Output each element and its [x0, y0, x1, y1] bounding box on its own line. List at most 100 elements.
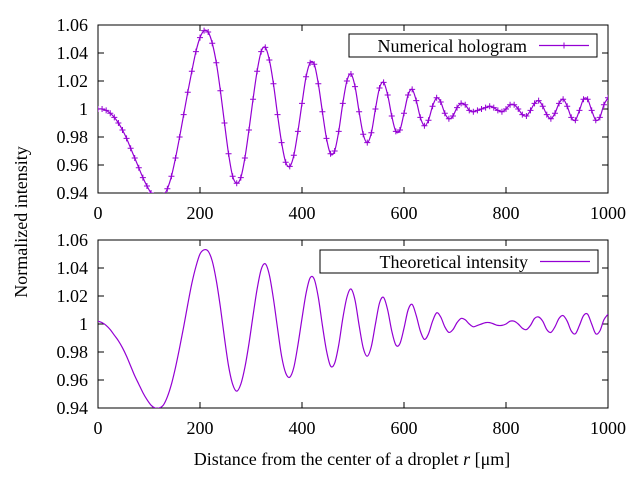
data-point-marker — [135, 164, 142, 171]
data-point-marker — [560, 96, 567, 103]
data-point-marker — [417, 114, 424, 121]
data-point-marker — [498, 108, 505, 115]
legend-swatch-marker — [561, 42, 567, 49]
data-point-marker — [551, 110, 558, 117]
data-point-marker — [152, 194, 158, 200]
y-tick-label: 1.04 — [57, 43, 89, 63]
data-point-marker — [123, 135, 130, 142]
data-point-marker — [454, 104, 461, 111]
data-point-marker — [392, 128, 399, 135]
data-point-marker — [584, 96, 591, 103]
y-tick-label: 0.94 — [57, 183, 89, 203]
data-point-marker — [213, 59, 220, 66]
data-point-marker — [401, 110, 407, 117]
data-point-marker — [576, 107, 583, 114]
y-tick-label: 0.96 — [57, 155, 89, 175]
data-point-marker — [176, 134, 183, 140]
data-point-marker — [605, 94, 608, 101]
x-tick-label: 600 — [391, 418, 418, 438]
x-tick-label: 200 — [187, 203, 214, 223]
data-point-marker — [339, 100, 346, 107]
x-tick-label: 600 — [391, 203, 418, 223]
data-point-marker — [352, 83, 359, 90]
data-point-marker — [539, 103, 546, 110]
data-point-marker — [503, 106, 509, 112]
data-point-marker — [547, 115, 554, 122]
legend-label: Numerical hologram — [378, 36, 527, 56]
data-point-marker — [466, 107, 473, 114]
data-point-marker — [449, 113, 456, 119]
data-point-marker — [294, 128, 301, 135]
data-point-marker — [282, 159, 289, 166]
data-point-marker — [192, 48, 199, 55]
data-point-marker — [347, 71, 354, 77]
data-point-marker — [162, 192, 164, 193]
legend-box — [348, 33, 598, 58]
data-point-marker — [405, 92, 412, 98]
legend-label: Theoretical intensity — [380, 252, 528, 272]
x-tick-label: 1000 — [590, 418, 626, 438]
data-point-marker — [360, 131, 367, 138]
y-tick-label: 0.96 — [57, 370, 89, 390]
data-point-marker — [527, 107, 534, 114]
bottom-panel-theoretical-intensity: 0.94 0.96 0.98 1 1.02 1.04 1.06 0 200 400 600 800 10… — [57, 230, 627, 438]
data-point-marker — [197, 34, 203, 41]
data-point-marker — [568, 114, 575, 121]
data-point-marker — [164, 185, 171, 192]
data-point-marker — [237, 174, 244, 181]
y-tick-label: 1 — [79, 314, 88, 334]
data-point-marker — [535, 97, 542, 104]
data-point-marker — [343, 78, 350, 84]
data-point-marker — [482, 104, 489, 111]
data-point-marker — [388, 113, 395, 119]
data-point-marker — [107, 110, 114, 117]
data-point-marker — [143, 183, 150, 189]
data-point-marker — [531, 100, 538, 107]
data-point-marker — [250, 96, 257, 103]
data-point-marker — [600, 101, 607, 108]
x-tick-label: 400 — [289, 418, 316, 438]
data-point-marker — [409, 86, 416, 93]
y-tick-label: 1.02 — [57, 286, 89, 306]
data-point-marker — [331, 148, 338, 154]
y-tick-label: 1 — [79, 99, 88, 119]
data-point-marker — [299, 100, 305, 107]
data-point-marker — [221, 120, 228, 126]
data-point-marker — [592, 117, 599, 124]
data-point-marker — [556, 100, 563, 107]
top-panel-numerical-hologram: 0.94 0.96 0.98 1 1.02 1.04 1.06 0 200 400 600 800 10… — [57, 15, 627, 223]
data-point-marker — [262, 44, 269, 51]
y-tick-label: 1.06 — [57, 15, 89, 35]
data-point-marker — [131, 155, 138, 161]
x-axis-label: Distance from the center of a droplet r … — [194, 449, 511, 469]
data-point-marker — [278, 139, 285, 146]
y-axis-label: Normalized intensity — [11, 146, 31, 297]
data-point-marker — [515, 106, 522, 112]
y-tick-label: 0.98 — [57, 342, 89, 362]
data-point-marker — [184, 89, 191, 96]
data-point-marker — [519, 111, 526, 118]
data-point-marker — [458, 100, 465, 107]
data-point-marker — [307, 59, 314, 66]
y-tick-label: 1.06 — [57, 230, 89, 250]
data-point-marker — [188, 68, 195, 75]
x-tick-label: 800 — [493, 418, 520, 438]
x-tick-label: 800 — [493, 203, 520, 223]
data-point-marker — [205, 29, 212, 35]
data-point-marker — [241, 155, 248, 161]
data-point-marker — [425, 117, 432, 124]
data-point-marker — [494, 107, 501, 114]
data-point-marker — [596, 114, 603, 121]
plot-area — [98, 248, 608, 408]
data-point-marker — [433, 94, 440, 101]
data-point-marker — [180, 111, 187, 118]
data-point-marker — [99, 106, 106, 112]
data-point-marker — [372, 106, 379, 112]
data-point-marker — [421, 122, 428, 129]
data-point-marker — [462, 101, 469, 108]
y-tick-label: 1.04 — [57, 258, 89, 278]
data-point-marker — [380, 79, 387, 86]
y-tick-label: 0.94 — [57, 398, 89, 418]
data-point-marker — [172, 155, 179, 161]
